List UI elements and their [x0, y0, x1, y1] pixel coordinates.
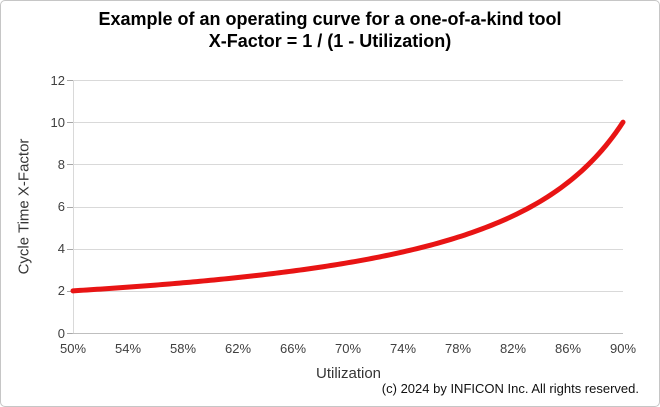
y-tick-label-8: 8	[57, 156, 65, 172]
y-tick-label-4: 4	[57, 241, 65, 257]
x-tick-label-82: 82%	[499, 341, 527, 356]
x-tick-label-58: 58%	[169, 341, 197, 356]
x-axis-title: Utilization	[315, 365, 382, 382]
y-axis-title: Cycle Time X-Factor	[15, 138, 33, 275]
y-tick-label-6: 6	[57, 199, 65, 214]
x-tick-label-54: 54%	[114, 341, 142, 356]
x-tick-label-74: 74%	[389, 341, 417, 356]
y-tick-label-10: 10	[50, 114, 65, 130]
x-tick-label-62: 62%	[224, 341, 252, 356]
y-tick-label-2: 2	[57, 283, 65, 299]
chart-title-line1: Example of an operating curve for a one-…	[98, 9, 562, 29]
y-tick-label-0: 0	[57, 325, 65, 341]
y-axis-title-wrap: Cycle Time X-Factor	[11, 80, 37, 333]
chart-title-line2: X-Factor = 1 / (1 - Utilization)	[208, 31, 452, 51]
chart-title: Example of an operating curve for a one-…	[1, 8, 659, 52]
x-tick-label-66: 66%	[279, 341, 307, 356]
y-tick-label-12: 12	[50, 72, 65, 88]
x-tick-label-70: 70%	[334, 341, 362, 356]
x-tick-label-86: 86%	[554, 341, 582, 356]
copyright-text: (c) 2024 by INFICON Inc. All rights rese…	[381, 381, 639, 396]
x-tick-label-78: 78%	[444, 341, 472, 356]
x-tick-label-90: 90%	[609, 341, 637, 356]
x-tick-label-50: 50%	[59, 341, 87, 356]
xfactor-curve	[70, 119, 626, 294]
